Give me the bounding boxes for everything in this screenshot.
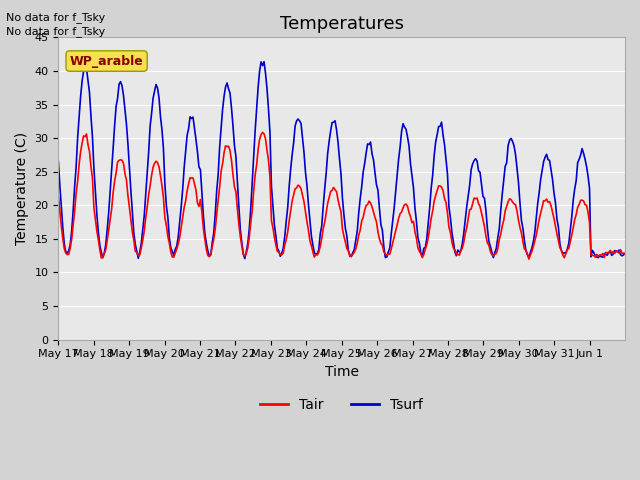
Line: Tsurf: Tsurf	[58, 62, 625, 259]
Tsurf	[241, 256, 249, 262]
Tair	[460, 240, 468, 245]
Legend: Tair, Tsurf: Tair, Tsurf	[255, 392, 429, 418]
Text: WP_arable: WP_arable	[70, 55, 143, 68]
Tsurf	[92, 189, 99, 195]
Tair	[259, 130, 266, 135]
Tair	[546, 199, 554, 204]
Tsurf	[260, 59, 268, 65]
Tsurf	[74, 135, 81, 141]
Text: No data for f_Tsky: No data for f_Tsky	[6, 26, 106, 37]
Tair	[74, 178, 81, 184]
X-axis label: Time: Time	[324, 365, 358, 379]
Tsurf	[461, 217, 469, 223]
Tair	[620, 250, 627, 256]
Tair	[54, 193, 62, 199]
Tsurf	[546, 157, 554, 163]
Title: Temperatures: Temperatures	[280, 15, 404, 33]
Tsurf	[349, 250, 356, 255]
Tsurf	[620, 252, 627, 258]
Tair	[348, 253, 355, 259]
Line: Tair: Tair	[58, 132, 625, 259]
Text: No data for f_Tsky: No data for f_Tsky	[6, 12, 106, 23]
Y-axis label: Temperature (C): Temperature (C)	[15, 132, 29, 245]
Tair	[525, 256, 532, 262]
Tsurf	[54, 158, 62, 164]
Tair	[621, 251, 629, 257]
Tair	[92, 216, 99, 222]
Tsurf	[621, 251, 629, 256]
